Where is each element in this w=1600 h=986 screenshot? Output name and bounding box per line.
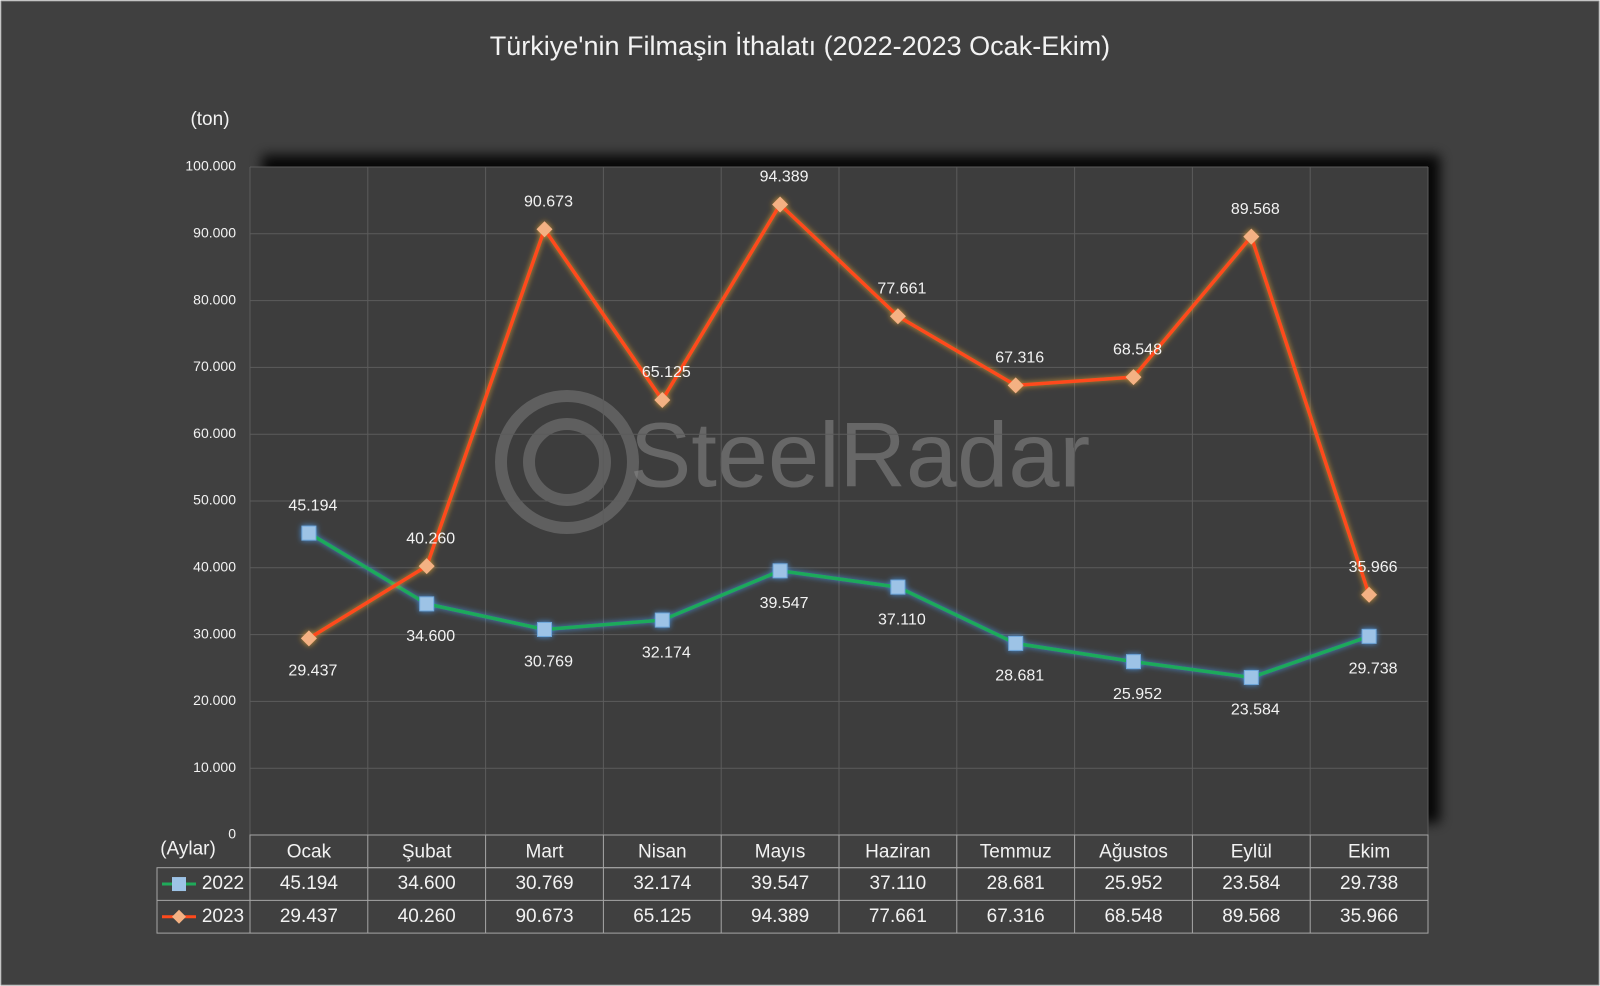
table-cell: 23.584	[1222, 873, 1281, 894]
marker	[654, 391, 671, 408]
marker	[537, 621, 552, 637]
x-tick-label: Ekim	[1348, 841, 1390, 862]
table-cell: 77.661	[869, 906, 927, 927]
y-tick-label: 100.000	[185, 158, 236, 174]
data-label: 68.548	[1113, 341, 1162, 358]
marker	[772, 563, 788, 579]
marker	[1125, 369, 1142, 386]
marker	[419, 596, 435, 612]
data-label: 40.260	[406, 530, 455, 547]
table-cell: 90.673	[515, 906, 573, 927]
series	[300, 196, 1378, 647]
table-cell: 37.110	[870, 873, 927, 894]
data-label: 94.389	[760, 169, 809, 186]
x-tick-label: Eylül	[1231, 841, 1272, 862]
x-tick-label: Temmuz	[980, 841, 1052, 862]
x-axis-label: (Aylar)	[160, 838, 216, 859]
marker	[1008, 635, 1024, 651]
x-tick-label: Mart	[526, 841, 565, 862]
marker	[1361, 586, 1378, 603]
table-cell: 39.547	[751, 873, 809, 894]
data-label: 30.769	[524, 654, 573, 671]
y-tick-label: 80.000	[193, 291, 236, 307]
table-cell: 29.437	[280, 906, 338, 927]
x-tick-label: Ocak	[287, 841, 332, 862]
table-cell: 94.389	[751, 906, 809, 927]
watermark-logo	[495, 390, 639, 534]
series	[301, 525, 1377, 685]
table-cell: 30.769	[515, 873, 573, 894]
x-tick-label: Haziran	[865, 841, 930, 862]
marker	[301, 525, 317, 541]
marker	[300, 630, 317, 647]
legend-marker	[172, 909, 186, 924]
table-cell: 29.738	[1340, 873, 1398, 894]
data-label: 29.437	[288, 663, 337, 680]
table-cell: 28.681	[987, 873, 1045, 894]
x-tick-label: Mayıs	[755, 841, 806, 862]
legend-marker	[172, 877, 186, 892]
data-label: 35.966	[1349, 559, 1398, 576]
legend-label: 2023	[202, 906, 244, 927]
data-label: 67.316	[995, 350, 1044, 367]
table-cell: 89.568	[1222, 906, 1280, 927]
data-label: 25.952	[1113, 686, 1162, 703]
data-label: 65.125	[642, 364, 691, 381]
table-cell: 40.260	[398, 906, 456, 927]
marker	[1126, 654, 1141, 670]
data-label: 45.194	[288, 497, 337, 514]
marker	[654, 612, 670, 628]
data-label: 90.673	[524, 194, 573, 211]
marker	[1361, 628, 1377, 644]
marker	[536, 221, 553, 238]
table-cell: 25.952	[1104, 873, 1162, 894]
marker	[1243, 669, 1259, 685]
marker	[418, 558, 435, 575]
data-label: 77.661	[877, 280, 926, 297]
table-cell: 45.194	[280, 873, 339, 894]
marker	[889, 308, 906, 325]
x-tick-label: Nisan	[638, 841, 687, 862]
table-cell: 34.600	[398, 873, 456, 894]
y-tick-label: 70.000	[193, 358, 236, 374]
marker	[772, 196, 789, 213]
x-tick-label: Şubat	[402, 841, 452, 862]
y-tick-label: 40.000	[193, 559, 236, 575]
y-tick-label: 90.000	[193, 225, 236, 241]
y-tick-label: 60.000	[193, 425, 236, 441]
table-cell: 67.316	[987, 906, 1045, 927]
table-cell: 65.125	[633, 906, 691, 927]
legend-label: 2022	[202, 873, 244, 894]
data-label: 39.547	[760, 595, 809, 612]
data-label: 32.174	[642, 644, 691, 661]
watermark: SteelRadar	[630, 404, 1090, 506]
marker	[890, 579, 906, 595]
x-tick-label: Ağustos	[1099, 841, 1168, 862]
data-label: 34.600	[406, 628, 455, 645]
data-label: 29.738	[1349, 661, 1398, 678]
y-tick-label: 20.000	[193, 692, 236, 708]
chart-title: Türkiye'nin Filmaşin İthalatı (2022-2023…	[490, 30, 1110, 61]
data-label: 23.584	[1231, 702, 1280, 719]
table-cell: 35.966	[1340, 906, 1398, 927]
table-cell: 68.548	[1104, 906, 1162, 927]
y-tick-label: 30.000	[193, 625, 236, 641]
y-axis-label: (ton)	[190, 109, 229, 130]
data-label: 28.681	[995, 668, 1044, 685]
marker	[1243, 228, 1260, 245]
line	[307, 201, 1371, 640]
y-tick-label: 0	[228, 826, 236, 842]
marker	[1007, 377, 1024, 394]
y-tick-label: 50.000	[193, 492, 236, 508]
table-cell: 32.174	[633, 873, 692, 894]
y-tick-label: 10.000	[193, 759, 236, 775]
data-label: 37.110	[878, 611, 926, 628]
line	[307, 531, 1370, 680]
data-label: 89.568	[1231, 201, 1280, 218]
